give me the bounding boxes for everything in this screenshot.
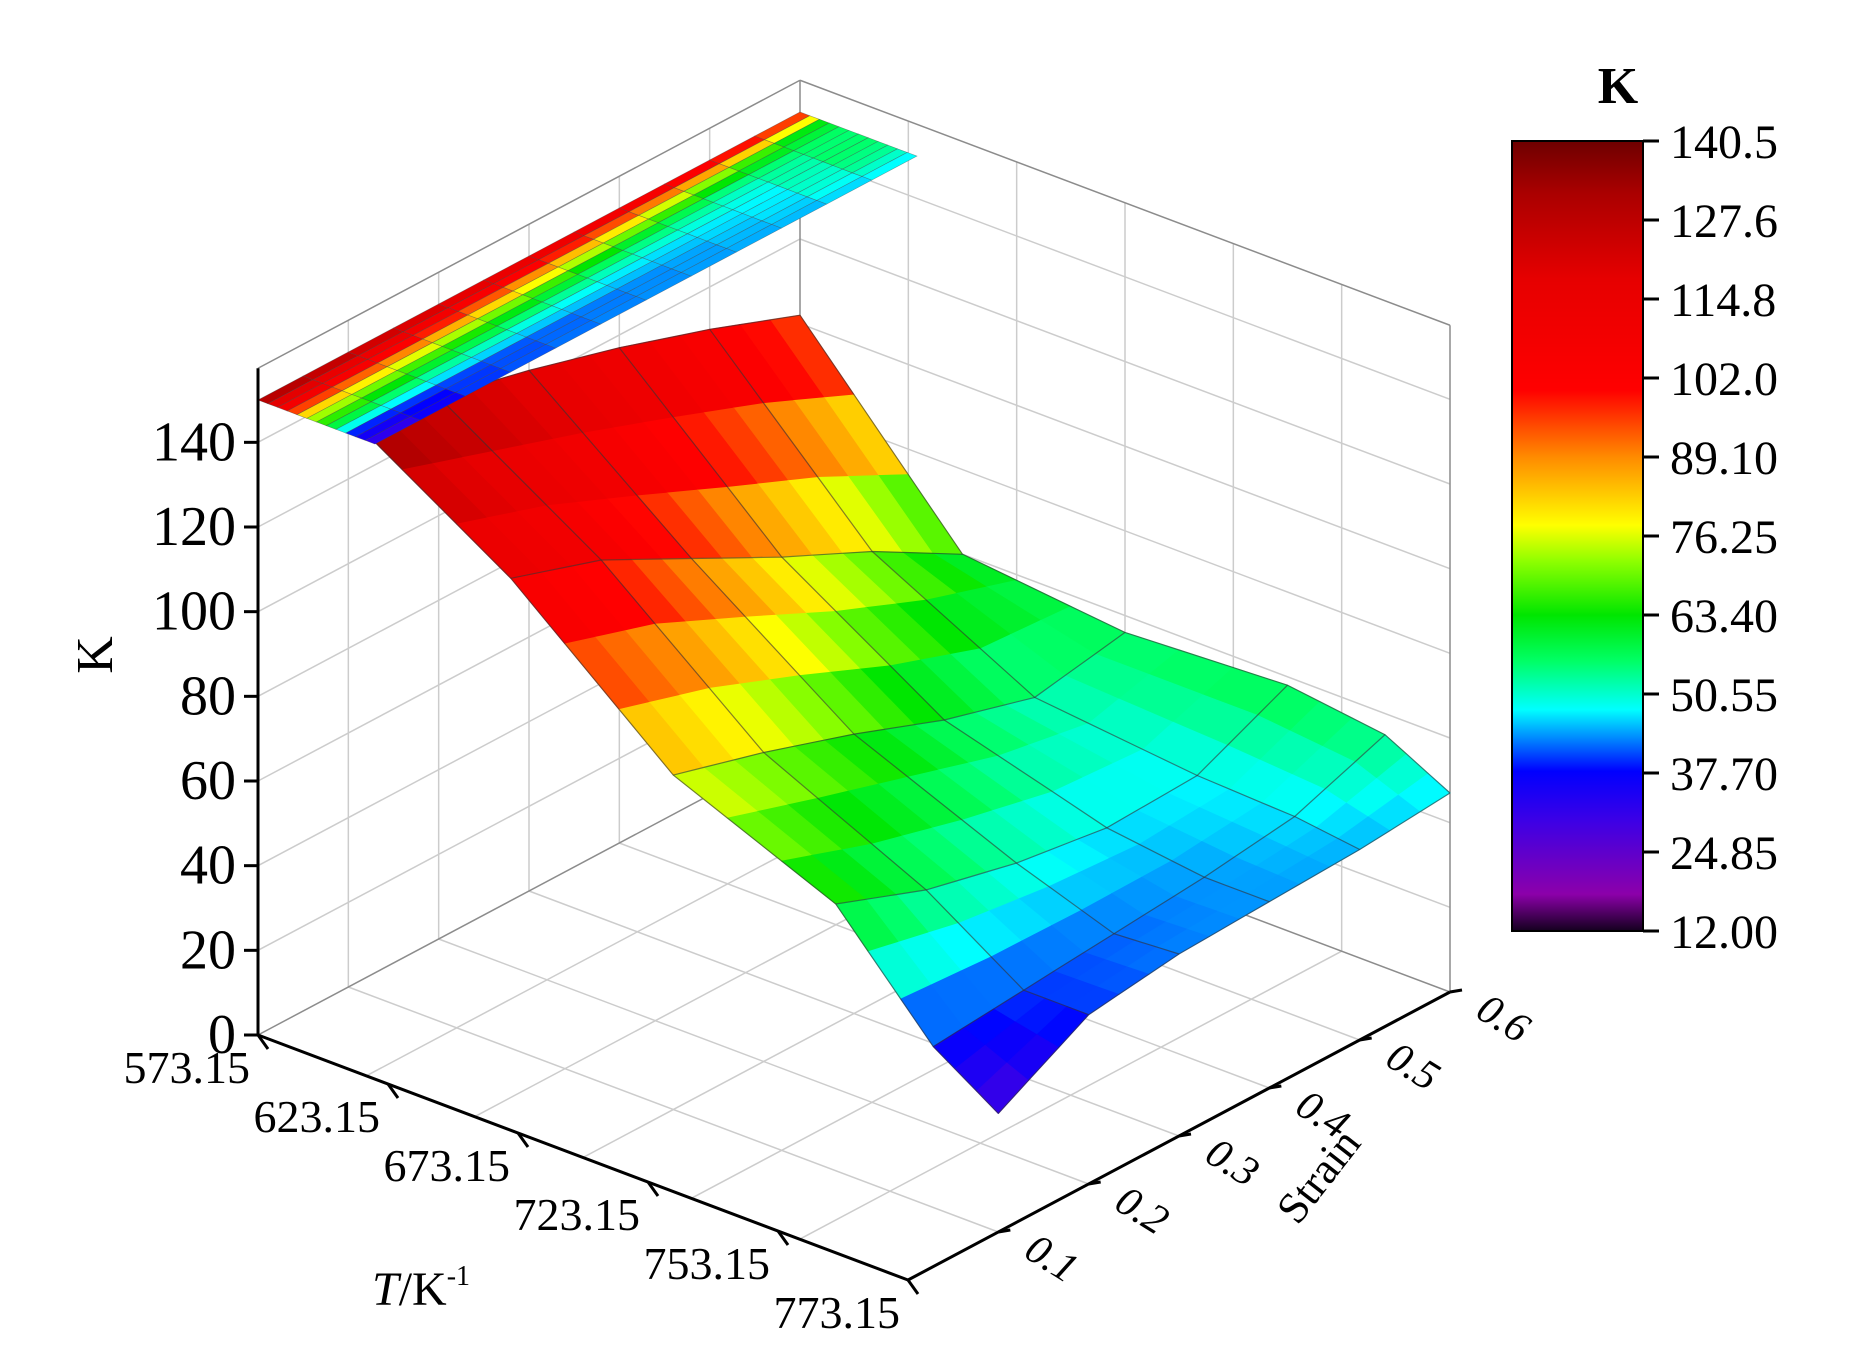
wall-grid-line: [799, 407, 1451, 655]
wall-grid-line: [799, 238, 1451, 485]
colorbar-tick-label: 50.55: [1670, 669, 1778, 722]
top-plane-layer: [257, 111, 918, 445]
surface-layer: [347, 314, 1451, 1115]
x-tick-mark: [646, 1181, 660, 1197]
x-tick-mark: [516, 1132, 530, 1148]
colorbar-tick-label: 89.10: [1670, 432, 1778, 485]
x-tick-label: 753.15: [644, 1238, 771, 1289]
y-axis-title: Strain: [1267, 1120, 1370, 1233]
z-tick-label: 120: [152, 496, 236, 558]
mesh-line: [347, 415, 999, 1114]
x-tick-label: 573.15: [124, 1042, 251, 1093]
colorbar-tick-label: 63.40: [1670, 590, 1778, 643]
box-edge: [799, 79, 1451, 326]
y-tick-mark: [1359, 1036, 1372, 1042]
x-tick-label: 773.15: [774, 1287, 901, 1338]
mesh-line: [528, 369, 1180, 955]
colorbar-tick-label: 127.6: [1670, 195, 1778, 248]
colorbar-tick-label: 37.70: [1670, 748, 1778, 801]
mesh-line: [997, 792, 1451, 1114]
mesh-line: [673, 631, 1126, 776]
z-tick-label: 100: [152, 581, 236, 643]
colorbar-tick-label: 114.8: [1670, 274, 1776, 327]
mesh-line: [932, 734, 1386, 1048]
box-edge: [257, 79, 801, 369]
y-tick-label: 0.2: [1107, 1177, 1176, 1244]
x-axis-title-italic: T: [372, 1263, 402, 1316]
wall-grid-line: [799, 322, 1451, 570]
x-tick-label: 723.15: [514, 1189, 641, 1240]
mesh-line: [709, 328, 1360, 851]
x-tick-mark: [906, 1279, 920, 1295]
x-tick-label: 623.15: [254, 1091, 381, 1142]
y-tick-label: 0.1: [1017, 1225, 1086, 1292]
y-tick-label: 0.5: [1378, 1033, 1447, 1100]
y-tick-mark: [1269, 1084, 1282, 1090]
z-tick-label: 60: [180, 750, 236, 812]
x-axis-title-unit: /K: [399, 1263, 447, 1316]
mesh-line: [835, 684, 1288, 905]
colorbar-tick-label: 76.25: [1670, 511, 1778, 564]
wall-grid-line: [799, 153, 1451, 401]
mesh-line: [618, 347, 1270, 903]
z-tick-label: 80: [180, 665, 236, 727]
colorbar-gradient: [1511, 140, 1644, 932]
y-tick-label: 0.6: [1469, 985, 1538, 1052]
x-axis-line: [257, 1033, 909, 1282]
z-tick-label: 140: [152, 411, 236, 473]
x-tick-label: 673.15: [384, 1140, 511, 1191]
z-tick-label: 40: [180, 835, 236, 897]
x-tick-mark: [386, 1083, 400, 1099]
colorbar-tick-label: 140.5: [1670, 116, 1778, 169]
colorbar-tick-label: 102.0: [1670, 353, 1778, 406]
colorbar-ticks: 140.5 127.6 114.8 102.0 89.10 76.25 63.40 50.55…: [1643, 116, 1778, 959]
y-tick-mark: [1449, 988, 1463, 994]
y-tick-mark: [1088, 1180, 1101, 1186]
colorbar-title: K: [1598, 58, 1639, 115]
y-tick-label: 0.3: [1198, 1129, 1267, 1196]
top-plane-patch: [861, 152, 918, 181]
z-tick-label: 0: [208, 1004, 236, 1066]
z-axis-title: K: [67, 636, 124, 674]
x-tick-mark: [776, 1230, 790, 1246]
x-tick-mark: [256, 1034, 270, 1050]
mesh-line: [510, 550, 963, 579]
x-axis-title: T/K-1: [372, 1261, 470, 1316]
colorbar-tick-label: 24.85: [1670, 827, 1778, 880]
z-tick-label: 20: [180, 919, 236, 981]
colorbar: K 140.5 127.6 114.8 102.0 89.10 76.25 63.40 50.…: [1511, 58, 1778, 959]
y-tick-mark: [998, 1228, 1011, 1234]
mesh-line: [438, 396, 1089, 1016]
colorbar-tick-label: 12.00: [1670, 906, 1778, 959]
mesh-line: [799, 314, 1451, 794]
x-axis-title-sup: -1: [447, 1261, 470, 1292]
y-tick-mark: [1178, 1132, 1192, 1138]
